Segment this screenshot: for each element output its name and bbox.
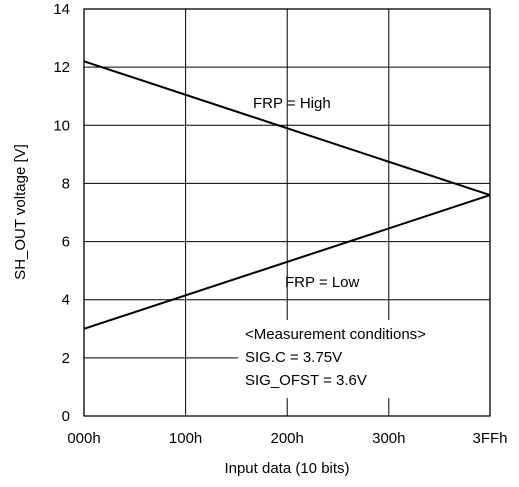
- y-tick-label-6: 12: [53, 59, 70, 76]
- x-axis-ticks: 000h 100h 200h 300h 3FFh: [67, 430, 507, 447]
- series-line-frp-high: [83, 60, 491, 197]
- x-tick-label-2: 200h: [271, 430, 304, 447]
- conditions-sig-ofst: SIG_OFST = 3.6V: [245, 372, 367, 389]
- series-line-frp-low: [83, 194, 491, 330]
- y-axis-ticks: 0 2 4 6 8 10 12 14: [53, 1, 70, 425]
- y-axis-title: SH_OUT voltage [V]: [12, 144, 29, 280]
- y-tick-label-5: 10: [53, 117, 70, 134]
- grid: [84, 9, 490, 416]
- plot-frame: [83, 8, 491, 417]
- x-tick-label-0: 000h: [67, 430, 100, 447]
- y-tick-label-0: 0: [62, 408, 70, 425]
- label-frp-high: FRP = High: [253, 95, 331, 112]
- conditions-title: <Measurement conditions>: [245, 326, 426, 343]
- x-tick-label-4: 3FFh: [472, 430, 507, 447]
- conditions-box-bg: [238, 320, 490, 398]
- y-tick-label-2: 4: [62, 292, 70, 309]
- x-axis-title: Input data (10 bits): [224, 460, 349, 477]
- series-lines: [83, 60, 491, 330]
- y-tick-label-7: 14: [53, 1, 70, 18]
- y-tick-label-3: 6: [62, 234, 70, 251]
- y-tick-label-4: 8: [62, 175, 70, 192]
- label-frp-low: FRP = Low: [285, 274, 360, 291]
- y-tick-label-1: 2: [62, 350, 70, 367]
- x-tick-label-1: 100h: [169, 430, 202, 447]
- x-tick-label-3: 300h: [372, 430, 405, 447]
- conditions-sig-c: SIG.C = 3.75V: [245, 349, 342, 366]
